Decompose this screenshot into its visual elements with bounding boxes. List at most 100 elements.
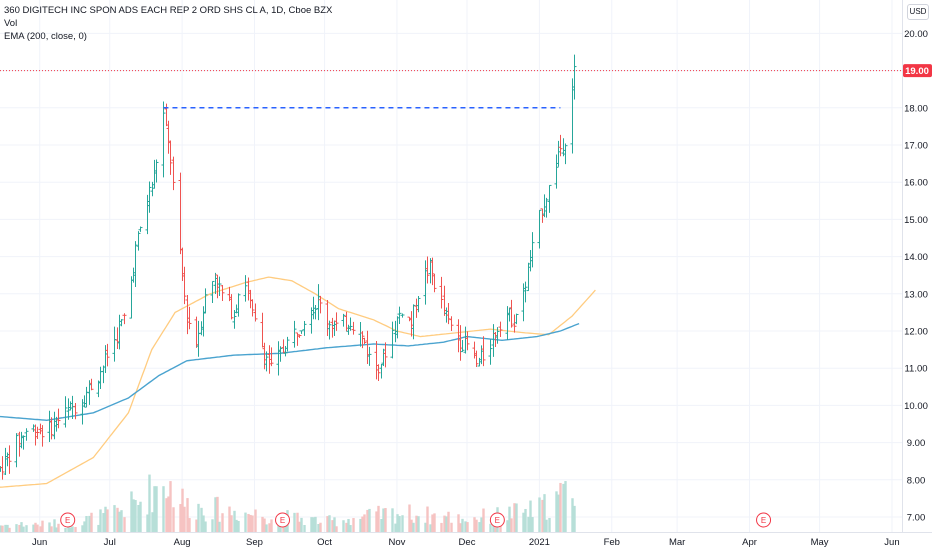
ohlc-bar (360, 331, 365, 349)
ohlc-bar (498, 321, 503, 337)
volume-bar (268, 523, 271, 532)
volume-bar (394, 523, 397, 532)
ohlc-bar (217, 276, 222, 296)
volume-bar (478, 522, 481, 532)
price-tick-label: 7.00 (907, 513, 926, 524)
time-axis[interactable]: Jun Jul Aug Sep Oct Nov Dec 2021 Feb Mar Apr May Jun (32, 537, 900, 548)
time-tick-label: Nov (388, 537, 405, 548)
symbol-title[interactable]: 360 DIGITECH INC SPON ADS EACH REP 2 ORD… (4, 5, 333, 16)
volume-bar (515, 503, 518, 532)
ohlc-bar (495, 327, 500, 344)
price-tick-label: 9.00 (907, 438, 926, 449)
ohlc-bar (243, 275, 248, 302)
volume-bar (186, 498, 189, 532)
volume-bar (429, 524, 432, 532)
volume-bar (97, 524, 100, 532)
volume-bar (538, 497, 541, 532)
volume-bar (433, 513, 436, 532)
volume-bar (508, 506, 511, 532)
chart-legend: 360 DIGITECH INC SPON ADS EACH REP 2 ORD… (4, 4, 332, 43)
volume-bar (20, 522, 23, 532)
ohlc-bar (376, 364, 381, 382)
ohlc-bar (367, 346, 372, 366)
ohlc-bar (558, 134, 563, 157)
volume-bar (169, 481, 172, 532)
ohlc-bar (73, 403, 78, 420)
volume-bar (104, 506, 107, 532)
volume-bar (36, 524, 39, 532)
volume-bar (559, 482, 562, 532)
volume-bar (34, 522, 37, 532)
volume-bar (216, 496, 219, 532)
time-tick-label: 2021 (529, 537, 550, 548)
volume-bar (331, 520, 334, 532)
volume-bar (22, 526, 25, 532)
ohlc-bar (49, 417, 54, 440)
ohlc-bar (229, 294, 234, 320)
volume-bar (18, 524, 21, 532)
volume-bar (247, 513, 250, 532)
ohlc-bar (236, 293, 241, 317)
volume-bar (384, 508, 387, 532)
volume-bar (564, 481, 567, 532)
ohlc-bar (348, 317, 353, 331)
volume-bar (153, 486, 156, 532)
ohlc-bar (105, 343, 110, 367)
ohlc-bar (390, 321, 395, 359)
volume-indicator-label[interactable]: Vol (4, 18, 18, 29)
time-tick-label: Aug (174, 537, 191, 548)
volume-bar (6, 524, 9, 532)
price-tick-label: 20.00 (904, 29, 928, 40)
volume-bar (408, 504, 411, 532)
volume-bar (235, 519, 238, 532)
ohlc-bar (446, 303, 451, 325)
volume-bar (522, 512, 525, 532)
volume-bar (349, 525, 352, 532)
volume-bar (548, 517, 551, 532)
volume-bar (188, 518, 191, 532)
volume-bar (410, 519, 413, 532)
ohlc-bar (554, 154, 559, 189)
volume-bar (25, 525, 28, 532)
volume-bar (368, 508, 371, 532)
ohlc-bar (63, 396, 68, 428)
ohlc-bar (122, 313, 127, 325)
ohlc-bar (397, 306, 402, 325)
ohlc-bar (432, 273, 437, 293)
volume-bar (398, 516, 401, 532)
volume-bar (310, 517, 313, 532)
volume-bar (214, 497, 217, 532)
volume-bar (415, 515, 418, 532)
volume-bar (263, 518, 266, 532)
ohlc-bar (171, 156, 176, 191)
volume-bar (39, 526, 42, 532)
ohlc-bar (523, 281, 528, 303)
ohlc-bar (24, 428, 29, 441)
volume-bar (296, 512, 299, 532)
volume-bar (440, 522, 443, 532)
volume-bar (50, 526, 53, 532)
volume-bar (366, 509, 369, 532)
volume-bar (41, 520, 44, 532)
volume-bar (314, 516, 317, 532)
ohlc-bar (40, 425, 45, 447)
volume-bar (15, 524, 18, 532)
ohlc-bar (439, 276, 444, 309)
currency-button[interactable]: USD (907, 4, 929, 20)
volume-bar (165, 498, 168, 532)
ohlc-bar (537, 209, 542, 249)
volume-bar (417, 516, 420, 532)
ohlc-bar (285, 336, 290, 352)
ohlc-bar (512, 314, 517, 333)
volume-bar (137, 504, 140, 532)
volume-bar (0, 525, 2, 532)
volume-bar (218, 521, 221, 532)
volume-bar (412, 522, 415, 532)
ema-indicator-label[interactable]: EMA (200, close, 0) (4, 31, 87, 42)
volume-bar (529, 500, 532, 532)
volume-bar (90, 512, 93, 532)
volume-bar (88, 515, 91, 532)
ohlc-bar (278, 346, 283, 362)
